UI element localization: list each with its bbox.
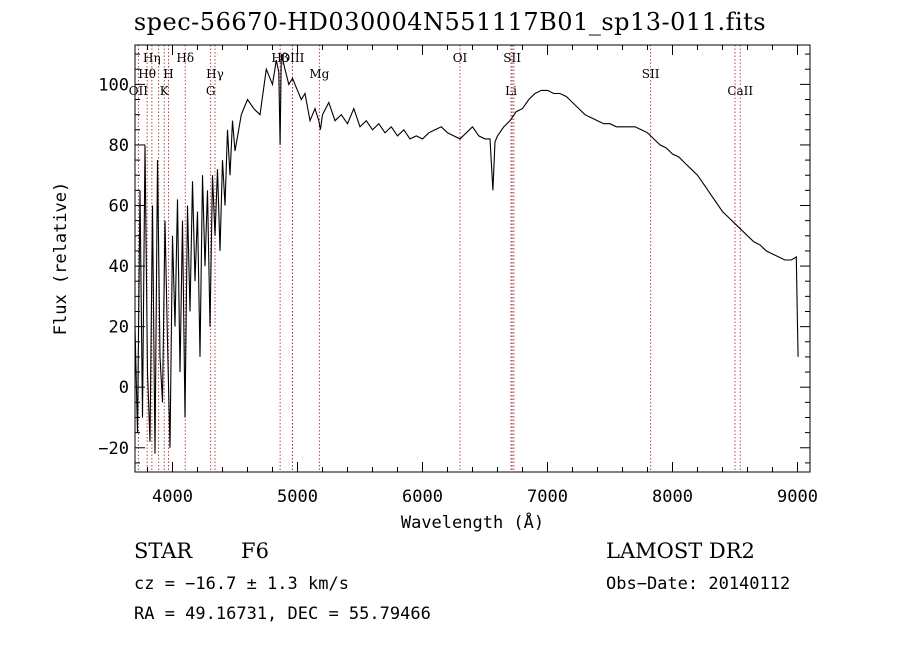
x-tick-label: 5000 bbox=[277, 487, 318, 507]
spectral-line-label: Li bbox=[505, 84, 517, 98]
y-tick-label: 80 bbox=[109, 136, 129, 156]
spectral-line-label: K bbox=[160, 84, 170, 98]
object-class: STAR bbox=[134, 539, 193, 563]
redshift-readout: cz = −16.7 ± 1.3 km/s bbox=[134, 574, 349, 594]
y-axis: −20 0 20 40 60 80 100 bbox=[98, 53, 810, 464]
spectral-line-label: SII bbox=[642, 67, 660, 81]
spectral-line-label: H bbox=[163, 67, 173, 81]
spectral-line-label: Hη bbox=[143, 51, 161, 65]
spectral-line-label: OI bbox=[453, 51, 468, 65]
spectral-line-label: CaII bbox=[727, 84, 753, 98]
survey-name: LAMOST DR2 bbox=[606, 539, 755, 563]
spectral-line-label: Mg bbox=[309, 67, 329, 81]
x-tick-label: 6000 bbox=[402, 487, 443, 507]
spectral-line-label: G bbox=[206, 84, 216, 98]
spectral-line-label: SII bbox=[503, 51, 521, 65]
y-tick-label: 60 bbox=[109, 197, 129, 217]
x-tick-label: 8000 bbox=[652, 487, 693, 507]
chart-title: spec-56670-HD030004N551117B01_sp13-011.f… bbox=[133, 8, 767, 36]
spectrum-line bbox=[134, 53, 799, 454]
spectral-line-label: Hθ bbox=[138, 67, 156, 81]
x-tick-label: 4000 bbox=[152, 487, 193, 507]
x-tick-label: 9000 bbox=[777, 487, 818, 507]
x-axis-label: Wavelength (Å) bbox=[401, 511, 544, 533]
spectral-line-label: OIII bbox=[280, 51, 304, 65]
spectral-line-label: Hβ bbox=[271, 51, 288, 65]
y-tick-label: 0 bbox=[119, 378, 129, 398]
y-tick-label: 40 bbox=[109, 257, 129, 277]
y-tick-label: 100 bbox=[98, 75, 129, 95]
spectral-line-label: Hγ bbox=[206, 67, 224, 81]
object-subclass: F6 bbox=[241, 539, 269, 563]
x-axis: 4000 5000 6000 7000 8000 9000 bbox=[147, 45, 818, 507]
spectral-line-markers bbox=[137, 45, 741, 472]
y-tick-label: −20 bbox=[98, 439, 129, 459]
spectral-line-label: OII bbox=[129, 84, 149, 98]
plot-frame bbox=[134, 44, 811, 473]
x-tick-label: 7000 bbox=[527, 487, 568, 507]
y-tick-label: 20 bbox=[109, 318, 129, 338]
coordinates: RA = 49.16731, DEC = 55.79466 bbox=[134, 604, 431, 624]
y-axis-label: Flux (relative) bbox=[51, 182, 71, 336]
obs-date: Obs−Date: 20140112 bbox=[606, 574, 791, 594]
spectral-line-label: Hδ bbox=[176, 51, 194, 65]
